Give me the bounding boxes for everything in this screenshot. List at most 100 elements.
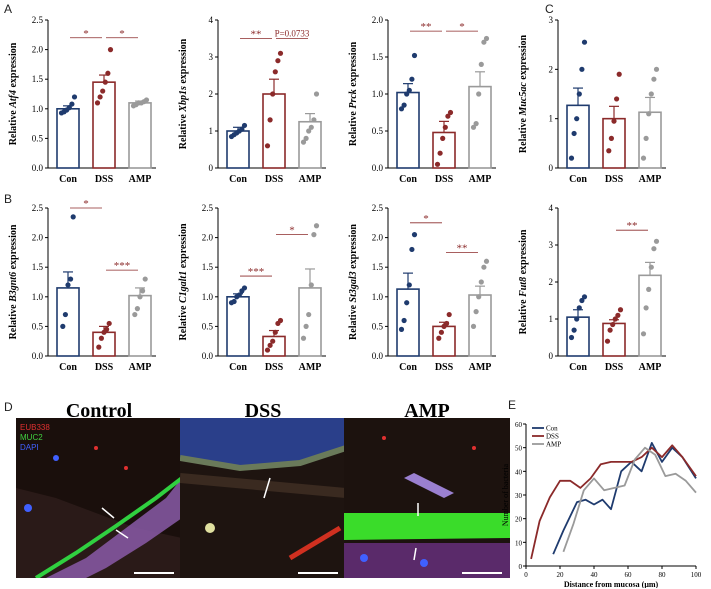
y-tick-label: 0.5: [372, 321, 384, 331]
x-tick-label-con: Con: [59, 174, 77, 185]
data-point: [406, 87, 412, 93]
data-point: [98, 335, 104, 341]
data-point: [608, 135, 614, 141]
x-tick-label: 20: [557, 571, 565, 579]
y-tick-label: 20: [515, 516, 523, 524]
data-point: [568, 334, 575, 341]
data-point: [401, 317, 407, 324]
data-point: [478, 61, 484, 67]
chart-xbp1s: 0 1 2 3 4 Relative Xbp1s expression Con DSS AMP *…: [178, 15, 326, 185]
x-tick-label-amp: AMP: [639, 174, 662, 185]
data-point: [270, 338, 276, 344]
y-tick-label: 3: [549, 240, 554, 250]
data-point: [62, 311, 68, 318]
data-point: [71, 94, 78, 100]
y-tick-label: 2: [549, 64, 554, 74]
y-tick-label: 2.5: [32, 15, 44, 25]
data-point: [70, 214, 76, 220]
bar-dss: [432, 325, 456, 357]
y-tick-label: 3: [209, 52, 214, 62]
data-point: [102, 79, 108, 85]
y-tick-label: 1.0: [372, 89, 384, 99]
data-point: [571, 327, 577, 333]
y-tick-label: 0.0: [32, 351, 44, 361]
y-axis-label-gene: Muc5ac: [518, 82, 529, 117]
data-point: [440, 135, 446, 141]
x-tick-label-dss: DSS: [435, 362, 454, 373]
y-tick-label: 2.5: [372, 203, 384, 213]
data-point: [140, 288, 146, 294]
micrograph-title-dss: DSS: [244, 400, 282, 422]
data-point: [574, 116, 580, 122]
chart-c1galt1: 0.0 0.5 1.0 1.5 2.0 2.5 Relative C1galt1 expre…: [178, 203, 326, 373]
x-tick-label-dss: DSS: [95, 362, 114, 373]
data-point: [239, 126, 245, 132]
data-point: [643, 305, 649, 311]
bar-con: [56, 108, 80, 169]
significance-label: *: [423, 213, 429, 225]
x-tick-label: 100: [691, 571, 702, 579]
significance-label: **: [251, 29, 262, 41]
y-axis-label: Relative Prck expression: [348, 41, 359, 146]
data-point: [143, 97, 150, 103]
data-point: [614, 96, 620, 102]
data-point: [308, 124, 314, 130]
significance-label: *: [83, 28, 89, 40]
y-axis-label: Relative C1galt1 expression: [178, 223, 189, 340]
y-axis-label-gene: Atf4: [8, 90, 19, 109]
data-point: [264, 347, 271, 353]
y-axis-label-suffix: expression: [8, 42, 19, 90]
bar-amp: [128, 294, 152, 357]
data-point: [300, 335, 307, 341]
series-line-dss: [530, 444, 697, 560]
data-point: [473, 309, 479, 315]
y-tick-label: 40: [515, 468, 523, 476]
y-axis-label-gene: Fut8: [518, 277, 529, 298]
x-tick-label: 80: [659, 571, 667, 579]
data-point: [643, 135, 649, 141]
y-tick-label: 0: [549, 163, 554, 173]
y-tick-label: 0.5: [32, 321, 44, 331]
y-axis-label-suffix: expression: [348, 41, 359, 89]
x-tick-label-dss: DSS: [435, 174, 454, 185]
x-tick-label-con: Con: [59, 362, 77, 373]
data-point: [106, 320, 112, 327]
micrograph-title-amp: AMP: [404, 400, 450, 422]
chart-b3gnt6: 0.0 0.5 1.0 1.5 2.0 2.5 Relative B3gnt6 expres…: [8, 198, 156, 373]
y-tick-label: 0.5: [202, 321, 214, 331]
data-point: [105, 70, 111, 76]
y-axis-label-prefix: Relative: [8, 302, 19, 340]
data-point: [447, 109, 454, 116]
y-tick-label: 1.0: [202, 292, 214, 302]
significance-label: **: [627, 220, 638, 232]
x-tick-label-dss: DSS: [605, 362, 624, 373]
y-tick-label: 1: [209, 126, 214, 136]
bar-con: [396, 288, 420, 357]
y-tick-label: 2.0: [372, 15, 384, 25]
data-point: [236, 292, 242, 298]
panel-label-a: A: [4, 2, 13, 16]
y-axis-label-prefix: Relative: [8, 108, 19, 146]
data-point: [100, 88, 106, 94]
data-point: [604, 338, 611, 344]
y-axis-label-prefix: Relative: [348, 302, 359, 340]
data-point: [434, 161, 441, 167]
legend-label-dss: DSS: [546, 433, 559, 441]
significance-label: *: [119, 28, 125, 40]
data-point: [406, 282, 412, 288]
data-point: [404, 300, 410, 306]
data-point: [470, 124, 477, 130]
y-tick-label: 0.0: [372, 163, 384, 173]
bar-dss: [262, 93, 286, 169]
x-tick-label-amp: AMP: [299, 362, 322, 373]
data-point: [640, 331, 647, 337]
x-tick-label-con: Con: [399, 174, 417, 185]
y-axis-label-gene: Xbp1s: [178, 86, 189, 113]
x-tick-label-con: Con: [229, 362, 247, 373]
data-point: [442, 124, 448, 130]
x-tick-label-con: Con: [569, 362, 587, 373]
x-tick-label-con: Con: [229, 174, 247, 185]
y-axis-label-gene: B3gnt6: [8, 272, 19, 303]
significance-label: ***: [248, 266, 265, 278]
data-point: [616, 71, 622, 77]
